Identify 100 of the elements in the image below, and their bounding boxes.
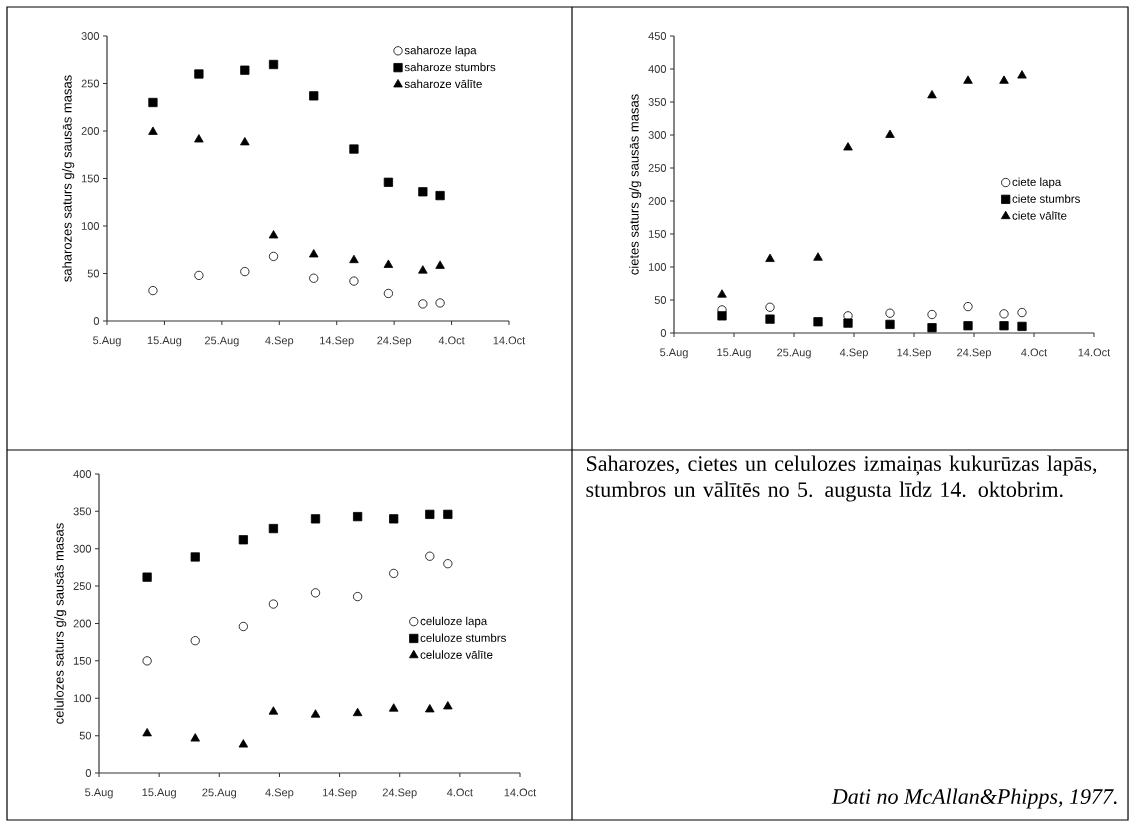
legend-label: saharoze vālīte bbox=[404, 79, 482, 88]
y-tick-label: 50 bbox=[654, 296, 667, 304]
point bbox=[443, 509, 453, 519]
x-tick-label: 5.Aug bbox=[660, 348, 688, 359]
y-tick-label: 400 bbox=[648, 65, 667, 73]
point bbox=[963, 321, 973, 331]
y-tick-label: 250 bbox=[81, 79, 100, 88]
x-tick-label: 4.Oct bbox=[446, 788, 473, 797]
y-axis-title: cietes saturs g/g sausās masas bbox=[629, 94, 642, 275]
point bbox=[418, 187, 428, 197]
point bbox=[435, 190, 445, 201]
y-tick-label: 100 bbox=[81, 222, 100, 230]
x-tick-label: 24.Sep bbox=[382, 788, 417, 799]
legend-label: celuloze stumbrs bbox=[420, 633, 506, 642]
point bbox=[388, 703, 399, 712]
x-tick-label: 4.Sep bbox=[265, 336, 294, 347]
point bbox=[999, 321, 1009, 331]
legend-label: celuloze vālīte bbox=[420, 650, 493, 659]
point bbox=[240, 136, 250, 146]
y-tick-label: 350 bbox=[73, 507, 92, 516]
point bbox=[148, 285, 158, 296]
x-tick-label: 25.Aug bbox=[204, 336, 239, 347]
y-tick-label: 300 bbox=[73, 544, 92, 553]
point bbox=[190, 636, 200, 646]
y-tick-label: 0 bbox=[660, 329, 667, 337]
point bbox=[310, 709, 321, 718]
point bbox=[435, 298, 445, 308]
point bbox=[240, 266, 250, 277]
point bbox=[443, 559, 453, 569]
point bbox=[349, 144, 359, 154]
point bbox=[383, 177, 393, 187]
point bbox=[717, 289, 727, 298]
y-tick-label: 250 bbox=[73, 582, 92, 591]
point bbox=[927, 323, 937, 333]
legend-label: ciete lapa bbox=[1012, 177, 1062, 189]
point bbox=[190, 733, 200, 742]
point bbox=[885, 129, 895, 138]
y-tick-label: 0 bbox=[93, 317, 100, 325]
point bbox=[425, 509, 435, 519]
point bbox=[142, 727, 152, 737]
x-tick-label: 24.Sep bbox=[377, 336, 412, 347]
point bbox=[1017, 321, 1027, 331]
point bbox=[435, 260, 445, 269]
point bbox=[238, 739, 249, 748]
point bbox=[425, 551, 435, 561]
legend-label: celuloze lapa bbox=[420, 616, 488, 628]
point bbox=[194, 134, 204, 143]
legend-label: ciete vālīte bbox=[1012, 211, 1067, 220]
y-tick-label: 100 bbox=[648, 263, 667, 271]
legend-label: saharoze stumbrs bbox=[404, 62, 496, 72]
point bbox=[389, 514, 399, 524]
x-tick-label: 25.Aug bbox=[202, 788, 237, 799]
point bbox=[1017, 70, 1027, 79]
point bbox=[765, 314, 775, 324]
x-tick-label: 15.Aug bbox=[147, 336, 182, 347]
point bbox=[238, 535, 248, 545]
x-tick-label: 14.Sep bbox=[897, 348, 931, 359]
point bbox=[240, 65, 250, 75]
point bbox=[885, 319, 895, 330]
point bbox=[353, 591, 363, 602]
x-tick-label: 4.Oct bbox=[438, 336, 465, 345]
point bbox=[927, 90, 937, 99]
point bbox=[389, 568, 399, 579]
point bbox=[142, 656, 152, 666]
point bbox=[148, 97, 158, 108]
point bbox=[418, 299, 428, 309]
point bbox=[268, 230, 279, 239]
point bbox=[999, 75, 1009, 84]
point bbox=[1017, 307, 1027, 318]
point bbox=[349, 254, 359, 264]
text: Saharozes, cietes un celulozes izmaiņas kukurūzas lapās, stumbros un vālītēs no 5. augusta līdz 14. oktobrim. bbox=[586, 455, 1097, 502]
point bbox=[352, 707, 363, 717]
point bbox=[843, 318, 853, 328]
point bbox=[190, 552, 200, 562]
y-tick-label: 400 bbox=[73, 470, 92, 478]
point bbox=[148, 126, 158, 135]
point bbox=[309, 91, 319, 101]
point bbox=[142, 572, 152, 582]
point bbox=[268, 59, 279, 70]
point bbox=[963, 302, 973, 312]
y-tick-label: 200 bbox=[81, 127, 100, 135]
legend-label: saharoze lapa bbox=[404, 45, 477, 57]
point bbox=[443, 701, 453, 710]
y-tick-label: 450 bbox=[648, 32, 667, 40]
x-tick-label: 15.Aug bbox=[717, 348, 751, 359]
y-tick-label: 300 bbox=[648, 131, 667, 139]
legend-label: ciete stumbrs bbox=[1012, 194, 1080, 203]
y-tick-label: 350 bbox=[648, 98, 667, 106]
y-tick-label: 50 bbox=[79, 731, 92, 740]
y-axis-title: celulozes saturs g/g sausās masas bbox=[54, 523, 67, 724]
y-tick-label: 250 bbox=[648, 164, 667, 172]
point bbox=[765, 253, 775, 262]
x-tick-label: 4.Sep bbox=[839, 348, 868, 359]
x-tick-label: 24.Sep bbox=[957, 348, 991, 359]
y-tick-label: 200 bbox=[73, 619, 92, 628]
x-tick-label: 14.Oct bbox=[1078, 348, 1111, 357]
point bbox=[383, 288, 393, 299]
x-tick-label: 25.Aug bbox=[777, 348, 811, 359]
point bbox=[268, 706, 279, 715]
y-tick-label: 50 bbox=[87, 269, 100, 278]
